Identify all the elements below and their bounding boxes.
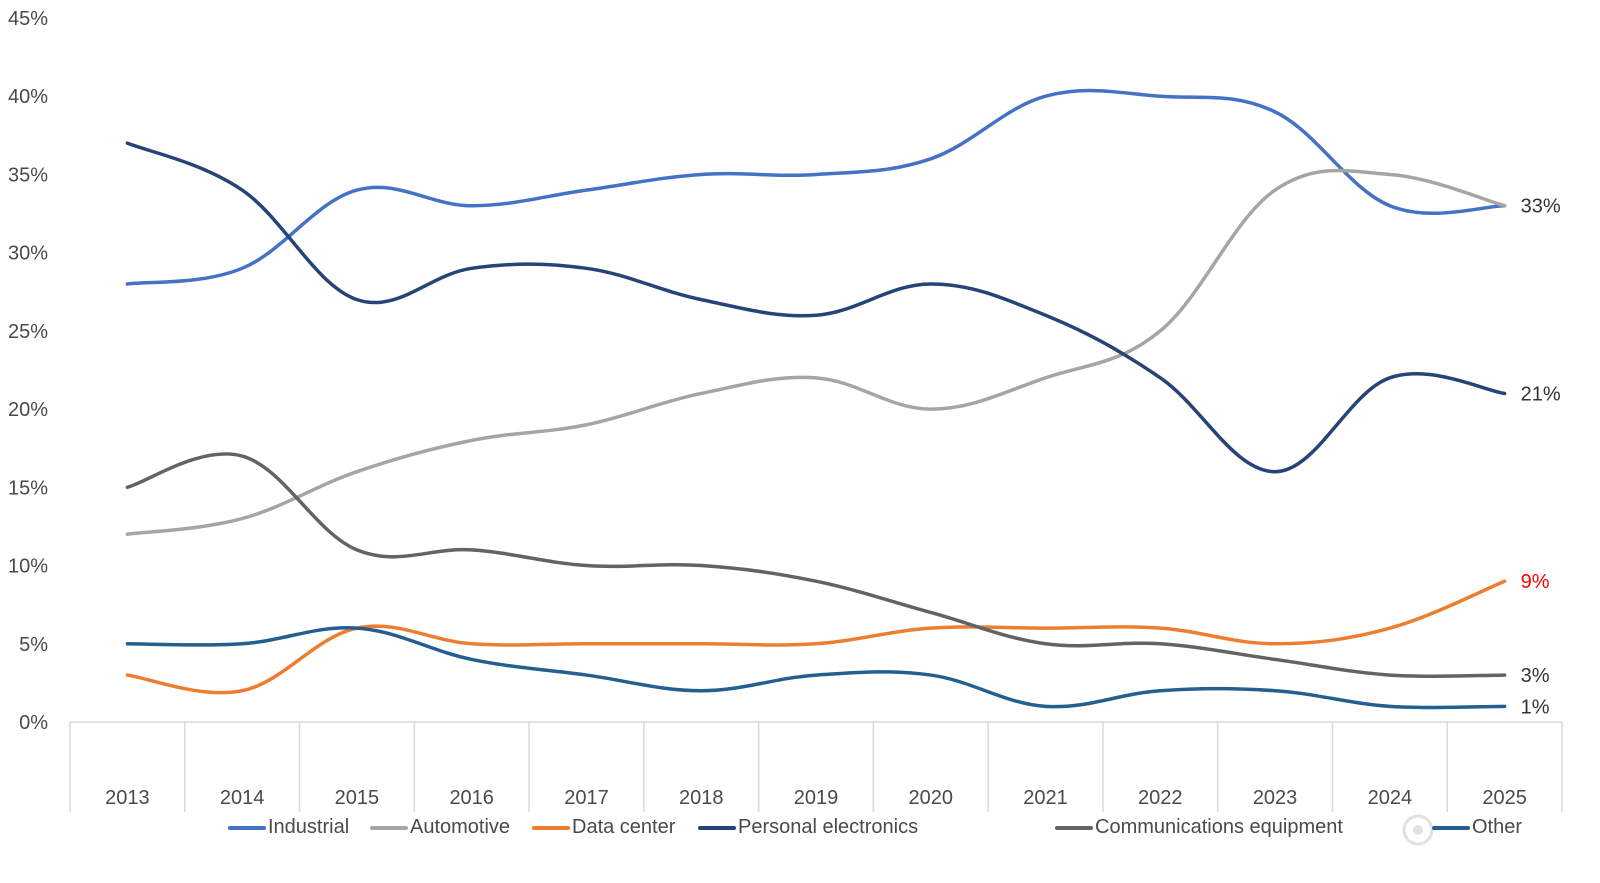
legend-swatch xyxy=(532,825,570,830)
x-tick-label: 2015 xyxy=(335,787,380,809)
legend-item: Communications equipment xyxy=(1055,816,1343,839)
x-tick-label: 2016 xyxy=(449,787,494,809)
legend-label: Other xyxy=(1472,816,1523,838)
series-line-automotive xyxy=(125,168,1507,537)
legend-label: Industrial xyxy=(268,816,350,838)
x-tick-label: 2024 xyxy=(1368,787,1413,809)
x-tick-label: 2021 xyxy=(1023,787,1068,809)
y-tick-label: 35% xyxy=(8,164,48,186)
x-tick-label: 2020 xyxy=(909,787,954,809)
legend-label: Data center xyxy=(572,816,676,838)
legend-swatch xyxy=(1055,825,1093,830)
end-value-label: 21% xyxy=(1521,383,1561,405)
y-tick-label: 40% xyxy=(8,86,48,108)
x-tick-label: 2019 xyxy=(794,787,839,809)
legend-swatch xyxy=(228,825,266,830)
y-tick-label: 25% xyxy=(8,321,48,343)
end-value-label: 3% xyxy=(1521,665,1550,687)
legend-item: Personal electronics xyxy=(698,816,918,839)
legend-item: Automotive xyxy=(370,816,510,839)
y-tick-label: 0% xyxy=(19,712,48,734)
legend-swatch xyxy=(1432,825,1470,830)
x-tick-label: 2017 xyxy=(564,787,609,809)
x-tick-label: 2025 xyxy=(1482,787,1527,809)
x-tick-label: 2018 xyxy=(679,787,724,809)
end-value-label: 33% xyxy=(1521,196,1561,218)
legend-label: Communications equipment xyxy=(1095,816,1343,838)
x-tick-label: 2022 xyxy=(1138,787,1183,809)
series-line-personal-electronics xyxy=(125,141,1507,474)
legend-item: Industrial xyxy=(228,816,349,839)
y-tick-label: 10% xyxy=(8,556,48,578)
series-line-communications-equipment xyxy=(125,452,1507,679)
y-tick-label: 20% xyxy=(8,399,48,421)
x-tick-label: 2013 xyxy=(105,787,150,809)
end-value-label: 9% xyxy=(1521,571,1550,593)
y-tick-label: 30% xyxy=(8,243,48,265)
legend-label: Automotive xyxy=(410,816,511,838)
y-tick-label: 5% xyxy=(19,634,48,656)
y-tick-label: 15% xyxy=(8,477,48,499)
watermark xyxy=(1400,810,1570,850)
legend-swatch xyxy=(698,825,736,830)
legend-swatch xyxy=(370,825,408,830)
futu-logo-icon xyxy=(1402,814,1434,846)
x-tick-label: 2023 xyxy=(1253,787,1298,809)
end-value-label: 1% xyxy=(1521,696,1550,718)
chart-legend: Industrial Automotive Data center Personal … xyxy=(0,816,1600,846)
legend-item: Data center xyxy=(532,816,675,839)
series-line-other xyxy=(125,626,1507,710)
legend-item: Other xyxy=(1432,816,1522,839)
y-tick-label: 45% xyxy=(8,8,48,30)
series-line-industrial xyxy=(125,88,1507,286)
x-tick-label: 2014 xyxy=(220,787,265,809)
legend-label: Personal electronics xyxy=(738,816,919,838)
